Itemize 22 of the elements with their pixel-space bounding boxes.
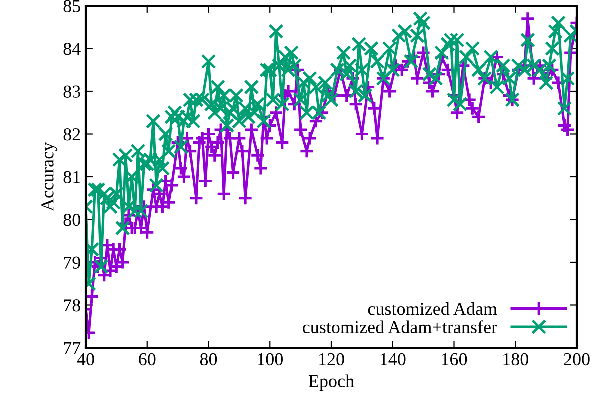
x-tick-label: 200 xyxy=(564,353,590,366)
y-tick-label: 85 xyxy=(64,0,80,12)
x-tick-label: 60 xyxy=(139,353,156,366)
x-tick-label: 140 xyxy=(380,353,406,366)
x-tick-label: 120 xyxy=(320,353,344,366)
x-tick-label: 180 xyxy=(504,353,528,366)
legend-label: customized Adam xyxy=(368,302,498,316)
legend-label: customized Adam+transfer xyxy=(303,320,498,334)
y-tick-label: 80 xyxy=(64,214,80,226)
y-tick-label: 81 xyxy=(64,171,80,184)
y-tick-label: 84 xyxy=(64,43,81,56)
x-axis-title: Epoch xyxy=(308,374,354,392)
y-axis-title: Accuracy xyxy=(42,142,58,212)
x-tick-label: 40 xyxy=(77,353,94,366)
y-tick-label: 78 xyxy=(64,300,80,312)
x-tick-label: 160 xyxy=(442,353,468,366)
y-tick-label: 79 xyxy=(64,256,80,269)
x-tick-label: 100 xyxy=(258,353,283,366)
y-tick-label: 82 xyxy=(64,128,80,141)
y-tick-label: 77 xyxy=(64,342,81,354)
x-tick-label: 80 xyxy=(200,353,218,366)
y-tick-label: 83 xyxy=(64,86,80,98)
